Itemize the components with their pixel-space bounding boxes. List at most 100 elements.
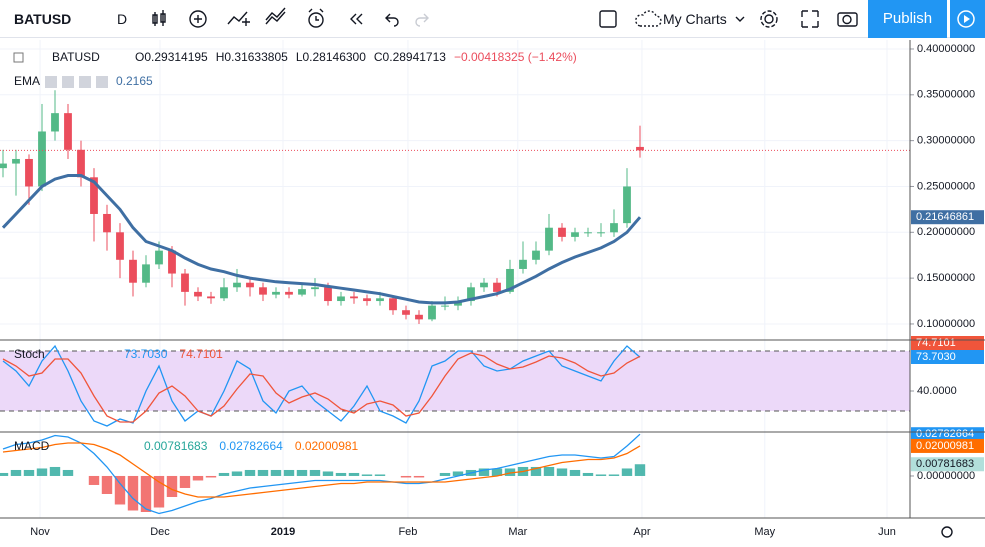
macd-histogram-bar xyxy=(439,472,451,476)
symbol-button[interactable]: BATUSD xyxy=(14,11,72,27)
y-tick-label: 0.00000000 xyxy=(917,470,975,482)
macd-histogram-bar xyxy=(127,475,139,511)
legend-ohlc: −0.00418325 (−1.42%) xyxy=(454,50,577,64)
x-tick-label: Mar xyxy=(508,526,527,538)
stoch-legend-name: Stoch xyxy=(14,347,45,361)
macd-histogram-bar xyxy=(0,472,9,476)
y-tick-label: 40.0000 xyxy=(917,385,957,397)
candle-body xyxy=(220,287,228,299)
candle-body xyxy=(142,264,150,283)
candle-body xyxy=(506,268,514,292)
macd-histogram-bar xyxy=(270,469,282,476)
ema-legend-name: EMA xyxy=(14,74,40,88)
publish-button[interactable]: Publish xyxy=(868,0,947,38)
macd-histogram-bar xyxy=(621,468,633,476)
y-tick-label: 0.35000000 xyxy=(917,89,975,101)
macd-histogram-bar xyxy=(153,475,165,508)
legend-button[interactable] xyxy=(62,76,74,88)
macd-histogram-bar xyxy=(62,469,74,476)
macd-histogram-bar xyxy=(49,466,61,476)
macd-histogram-bar xyxy=(205,475,217,478)
candle-body xyxy=(194,291,202,297)
candle-body xyxy=(415,314,423,320)
macd-histogram-bar xyxy=(179,475,191,488)
candle-body xyxy=(233,282,241,288)
macd-histogram-bar xyxy=(322,471,334,476)
candle-body xyxy=(90,177,98,214)
candle-body xyxy=(337,296,345,302)
candle-body xyxy=(51,113,59,132)
legend-button[interactable] xyxy=(79,76,91,88)
collapse-button[interactable] xyxy=(13,52,24,63)
candle-body xyxy=(532,250,540,260)
x-tick-label: Nov xyxy=(30,526,50,538)
x-tick-label: Feb xyxy=(398,526,417,538)
y-tick-label: 0.10000000 xyxy=(917,318,975,330)
price-badge xyxy=(911,350,984,364)
toolbar-icons xyxy=(152,0,985,38)
legend-ohlc: H0.31633805 xyxy=(216,50,288,64)
x-tick-label: Dec xyxy=(150,526,170,538)
candle-body xyxy=(116,232,124,260)
macd-histogram-bar xyxy=(88,475,100,485)
macd-line xyxy=(2,433,641,515)
price-badge-label: 0.02000981 xyxy=(916,440,974,452)
x-tick-label: Apr xyxy=(633,526,650,538)
candle-body xyxy=(324,287,332,302)
price-badge-label: 73.7030 xyxy=(916,351,956,363)
candle-body xyxy=(389,298,397,311)
macd-histogram-bar xyxy=(361,474,373,476)
candle-body xyxy=(441,305,449,307)
macd-legend-name: MACD xyxy=(14,439,50,453)
candle-body xyxy=(64,113,72,150)
macd-legend-value: 0.02000981 xyxy=(295,439,359,453)
candle-body xyxy=(298,289,306,295)
candle-body xyxy=(376,298,384,302)
price-badge xyxy=(911,210,984,225)
macd-histogram-bar xyxy=(374,474,386,476)
candle-body xyxy=(259,287,267,295)
macd-histogram-bar xyxy=(569,469,581,476)
macd-histogram-bar xyxy=(452,471,464,476)
candle-body xyxy=(350,296,358,299)
macd-histogram-bar xyxy=(257,469,269,476)
macd-histogram-bar xyxy=(478,468,490,476)
candle-body xyxy=(480,282,488,288)
macd-histogram-bar xyxy=(504,468,516,476)
stoch-line xyxy=(2,352,641,423)
x-tick-label: Jun xyxy=(878,526,896,538)
price-badge-label: 74.7101 xyxy=(916,337,956,349)
interval-button[interactable]: D xyxy=(117,11,128,27)
candle-body xyxy=(623,186,631,224)
candle-body xyxy=(493,282,501,292)
x-tick-label: May xyxy=(754,526,775,538)
macd-histogram-bar xyxy=(556,468,568,476)
settings-button[interactable] xyxy=(941,526,953,538)
legend-ohlc: C0.28941713 xyxy=(374,50,446,64)
price-badge xyxy=(911,438,984,453)
legend-symbol: BATUSD xyxy=(52,50,100,64)
legend-button[interactable] xyxy=(45,76,57,88)
y-tick-label: 0.25000000 xyxy=(917,180,975,192)
candle-body xyxy=(467,287,475,302)
macd-histogram-bar xyxy=(296,469,308,476)
macd-histogram-bar xyxy=(608,474,620,476)
candle-body xyxy=(0,163,7,169)
candle-body xyxy=(636,146,644,151)
candle-body xyxy=(272,291,280,295)
macd-histogram-bar xyxy=(530,466,542,476)
candle-body xyxy=(168,250,176,274)
candle-body xyxy=(428,305,436,320)
candle-body xyxy=(311,287,319,290)
legend-button[interactable] xyxy=(96,76,108,88)
macd-histogram-bar xyxy=(413,475,425,478)
stoch-legend-value: 73.7030 xyxy=(124,347,168,361)
macd-histogram-bar xyxy=(582,472,594,476)
macd-histogram-bar xyxy=(140,475,152,512)
y-tick-label: 0.30000000 xyxy=(917,135,975,147)
my-charts-button[interactable]: My Charts xyxy=(663,11,727,27)
candle-body xyxy=(77,149,85,178)
macd-histogram-bar xyxy=(23,469,35,476)
macd-histogram-bar xyxy=(634,464,646,476)
